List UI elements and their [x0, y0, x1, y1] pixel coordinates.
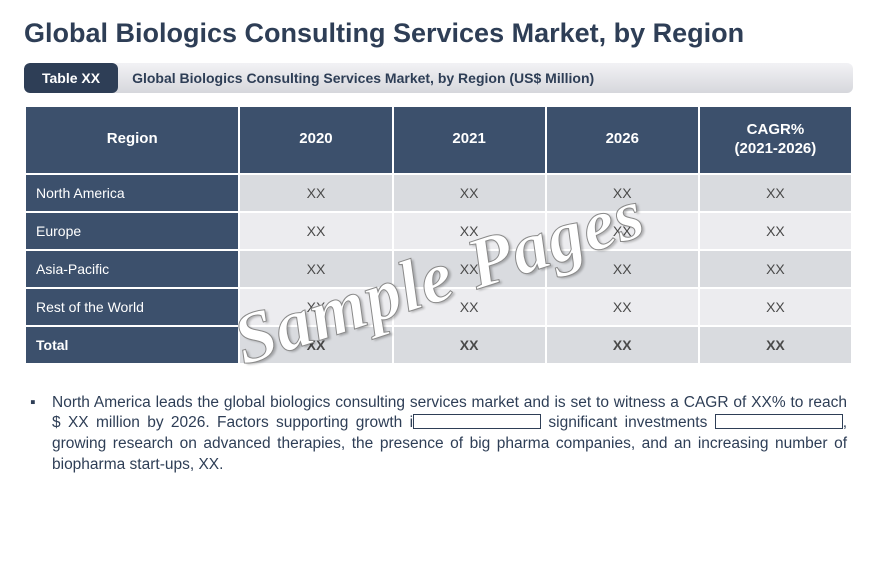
row-label: Total	[26, 327, 238, 363]
cell: XX	[547, 175, 698, 211]
redacted-box	[715, 414, 843, 429]
bullet-icon: ▪	[30, 393, 52, 477]
cell: XX	[240, 251, 391, 287]
table-caption-text: Global Biologics Consulting Services Mar…	[118, 63, 594, 93]
table-row: Europe XX XX XX XX	[26, 213, 851, 249]
row-label: North America	[26, 175, 238, 211]
cell: XX	[394, 289, 545, 325]
cell: XX	[547, 251, 698, 287]
row-label: Rest of the World	[26, 289, 238, 325]
paragraph-text: North America leads the global biologics…	[52, 393, 847, 477]
region-market-table: Region 2020 2021 2026 CAGR%(2021-2026) N…	[24, 105, 853, 365]
cell: XX	[394, 251, 545, 287]
cell: XX	[240, 327, 391, 363]
redacted-box	[413, 414, 541, 429]
table-row: Rest of the World XX XX XX XX	[26, 289, 851, 325]
cell: XX	[240, 213, 391, 249]
cell: XX	[700, 175, 851, 211]
cell: XX	[547, 327, 698, 363]
row-label: Europe	[26, 213, 238, 249]
col-header-region: Region	[26, 107, 238, 173]
table-caption-bar: Table XX Global Biologics Consulting Ser…	[24, 63, 853, 93]
cell: XX	[394, 213, 545, 249]
cell: XX	[700, 289, 851, 325]
row-label: Asia-Pacific	[26, 251, 238, 287]
cell: XX	[700, 327, 851, 363]
page-title: Global Biologics Consulting Services Mar…	[24, 18, 853, 49]
cell: XX	[547, 213, 698, 249]
table-row: North America XX XX XX XX	[26, 175, 851, 211]
cell: XX	[700, 213, 851, 249]
cell: XX	[394, 327, 545, 363]
cell: XX	[240, 289, 391, 325]
col-header-2026: 2026	[547, 107, 698, 173]
col-header-cagr: CAGR%(2021-2026)	[700, 107, 851, 173]
table-number-badge: Table XX	[24, 63, 118, 93]
col-header-2020: 2020	[240, 107, 391, 173]
cell: XX	[700, 251, 851, 287]
table-row: Asia-Pacific XX XX XX XX	[26, 251, 851, 287]
para-segment: significant investments	[541, 414, 715, 431]
cell: XX	[240, 175, 391, 211]
cell: XX	[394, 175, 545, 211]
col-header-2021: 2021	[394, 107, 545, 173]
table-row-total: Total XX XX XX XX	[26, 327, 851, 363]
body-paragraph: ▪ North America leads the global biologi…	[24, 393, 853, 477]
table-header-row: Region 2020 2021 2026 CAGR%(2021-2026)	[26, 107, 851, 173]
cell: XX	[547, 289, 698, 325]
